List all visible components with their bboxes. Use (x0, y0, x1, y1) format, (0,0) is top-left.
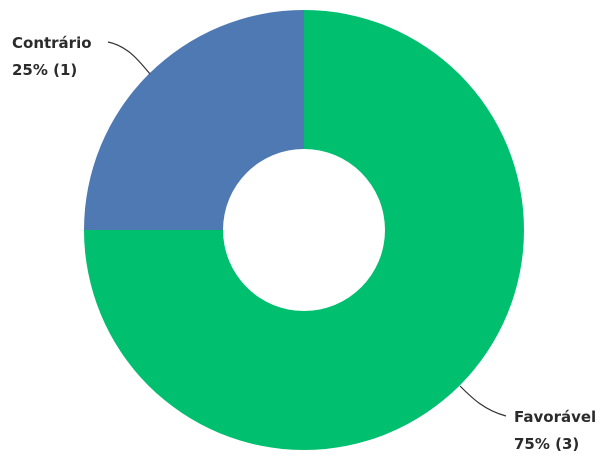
slice-value-favoravel: 75% (3) (514, 435, 579, 453)
slice-value-contrario: 25% (1) (12, 61, 77, 79)
slice-label-contrario: Contrário (12, 34, 92, 52)
slice-label-favoravel: Favorável (514, 408, 596, 426)
donut-hole (223, 149, 385, 311)
leader-line-contrario (107, 41, 151, 75)
leader-line-favoravel (459, 385, 507, 417)
